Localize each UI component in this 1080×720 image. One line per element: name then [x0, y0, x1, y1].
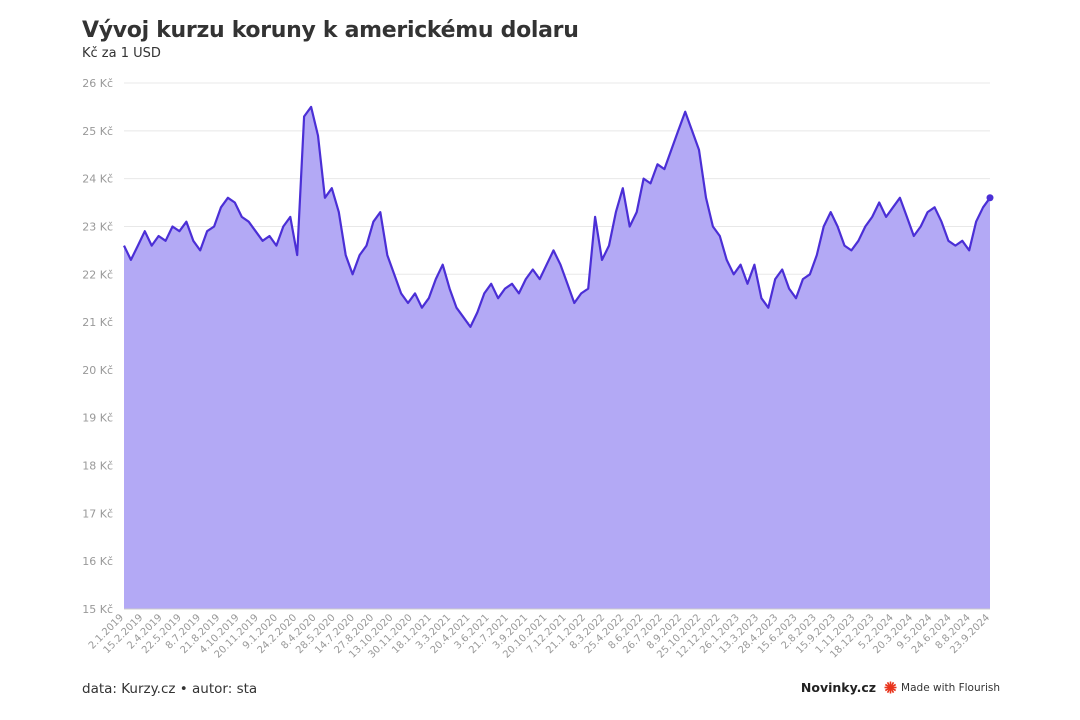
last-point-marker [986, 194, 994, 202]
y-tick-label: 25 Kč [82, 125, 113, 138]
series-area [124, 106, 990, 610]
y-tick-label: 19 Kč [82, 412, 113, 425]
footer-branding: Novinky.cz Made with Flourish [801, 680, 1000, 695]
y-tick-label: 23 Kč [82, 220, 113, 233]
y-tick-label: 18 Kč [82, 460, 113, 473]
flourish-label: Made with Flourish [901, 681, 1000, 694]
brand-logo[interactable]: Novinky.cz [800, 680, 877, 695]
chart-title: Vývoj kurzu koruny k americkému dolaru [82, 18, 579, 43]
y-tick-label: 15 Kč [82, 603, 113, 616]
y-tick-label: 26 Kč [82, 77, 113, 90]
y-tick-label: 16 Kč [82, 555, 113, 568]
y-tick-label: 24 Kč [82, 173, 113, 186]
y-tick-label: 20 Kč [82, 364, 113, 377]
y-tick-label: 17 Kč [82, 507, 113, 520]
flourish-icon [884, 681, 897, 694]
series-line [123, 105, 991, 328]
footer-source: data: Kurzy.cz • autor: sta [82, 681, 258, 697]
chart-subtitle: Kč za 1 USD [82, 46, 161, 61]
flourish-credit[interactable]: Made with Flourish [884, 681, 1000, 694]
y-tick-label: 22 Kč [82, 268, 113, 281]
y-tick-label: 21 Kč [82, 316, 113, 329]
